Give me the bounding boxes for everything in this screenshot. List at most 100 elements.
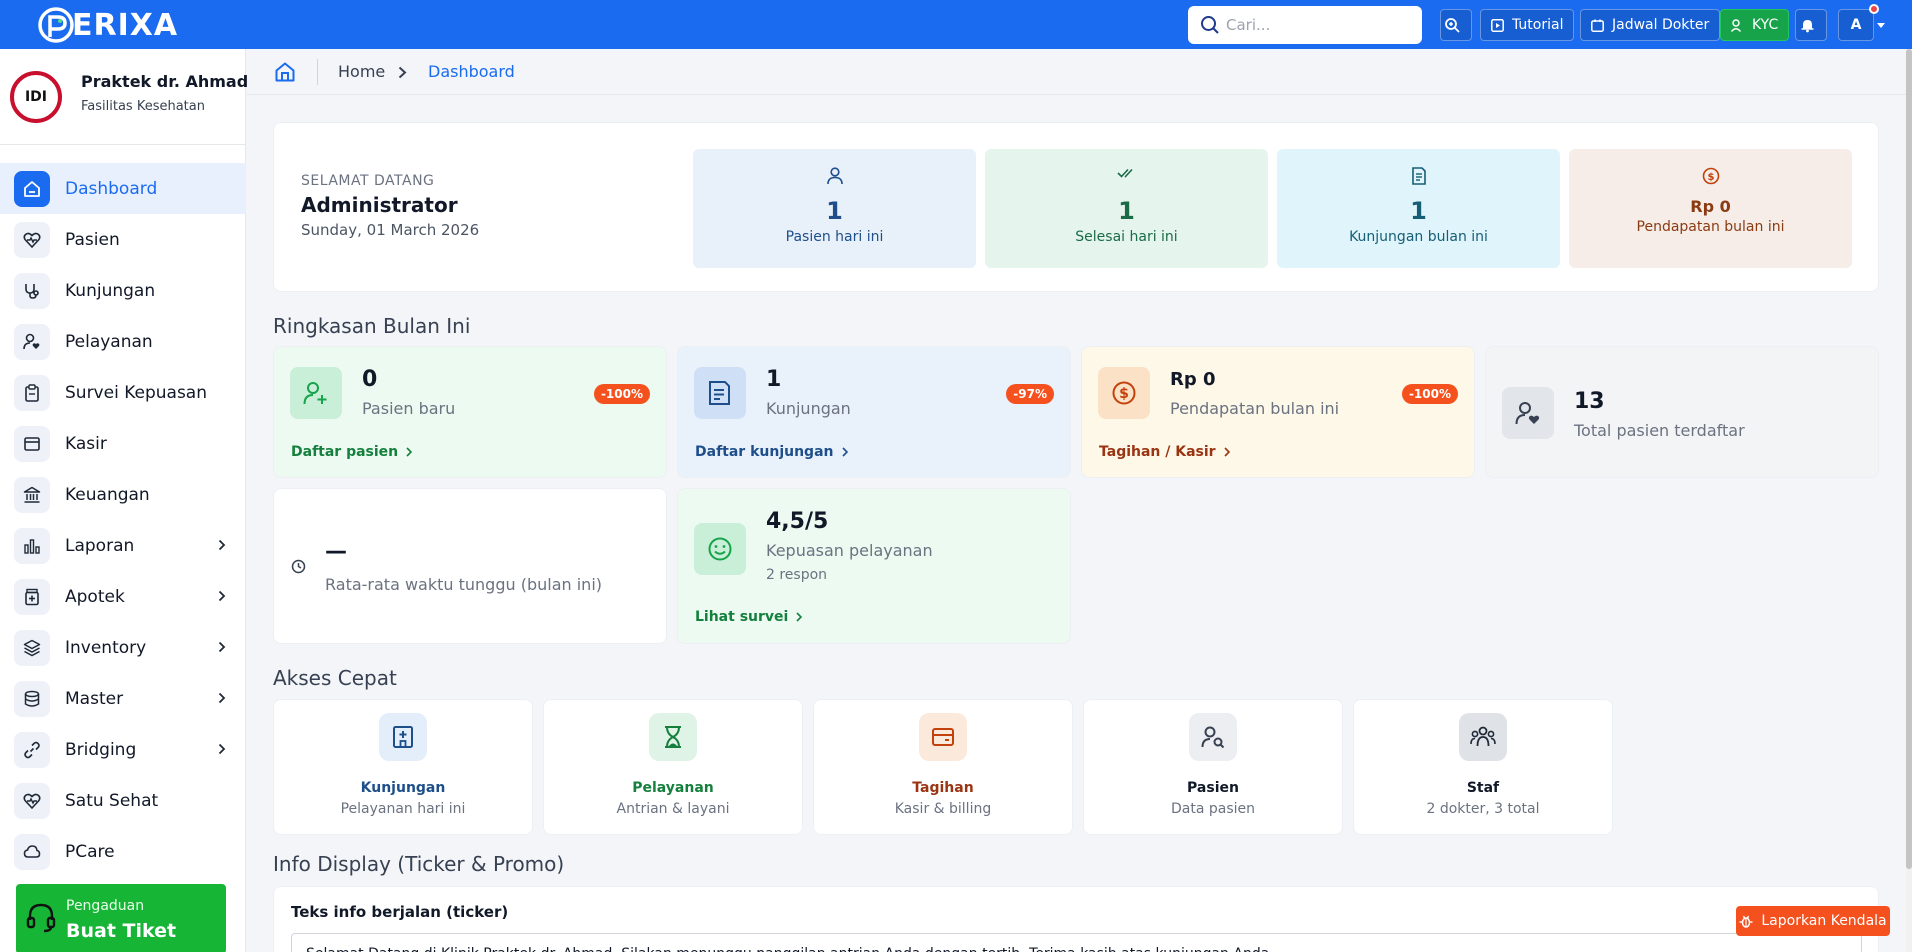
ticker-card: Teks info berjalan (ticker) Selamat Data… [273, 886, 1879, 952]
sidebar-item-label: Apotek [65, 586, 125, 607]
tutorial-button[interactable]: Tutorial [1480, 9, 1575, 41]
top-bar: ERIXA Tutorial Jadwal Dokter KYC A [0, 0, 1912, 49]
notifications-button[interactable] [1795, 9, 1827, 41]
search-box [1188, 6, 1422, 44]
user-heart-icon [23, 333, 40, 350]
kyc-button[interactable]: KYC [1720, 9, 1790, 41]
summary-label: Rata-rata waktu tunggu (bulan ini) [325, 575, 603, 594]
breadcrumb-current: Dashboard [428, 62, 515, 81]
calendar-icon [1591, 19, 1604, 32]
sidebar-item-keuangan[interactable]: Keuangan [0, 469, 246, 520]
user-avatar-button[interactable]: A [1838, 4, 1879, 41]
billing-link[interactable]: Tagihan / Kasir [1099, 444, 1230, 460]
stat-visits-month[interactable]: 1 Kunjungan bulan ini [1277, 149, 1560, 268]
notification-dot [1869, 4, 1879, 14]
sidebar-item-survei-kepuasan[interactable]: Survei Kepuasan [0, 367, 246, 418]
quick-access-patients[interactable]: Pasien Data pasien [1083, 699, 1343, 835]
sidebar-item-label: PCare [65, 841, 115, 862]
create-ticket-button[interactable]: Pengaduan Buat Tiket [16, 884, 226, 952]
clinic-type: Fasilitas Kesehatan [81, 99, 205, 114]
sidebar-item-apotek[interactable]: Apotek [0, 571, 246, 622]
ticker-text-input[interactable]: Selamat Datang di Klinik Praktek dr. Ahm… [291, 933, 1862, 952]
tutorial-label: Tutorial [1512, 17, 1564, 33]
logo-mark-icon [38, 7, 74, 43]
view-survey-link[interactable]: Lihat survei [695, 609, 803, 625]
change-badge: -100% [1401, 384, 1458, 404]
cash-register-icon [24, 437, 40, 451]
sidebar-item-inventory[interactable]: Inventory [0, 622, 246, 673]
clinic-header: IDI Praktek dr. Ahmad Fasilitas Kesehata… [0, 49, 249, 145]
summary-card-wait-time: — Rata-rata waktu tunggu (bulan ini) [273, 488, 667, 644]
document-icon [1411, 167, 1426, 185]
sidebar-item-label: Laporan [65, 535, 135, 556]
chevron-right-icon [406, 447, 413, 457]
info-display-section-title: Info Display (Ticker & Promo) [273, 852, 565, 876]
summary-value: — [325, 539, 347, 564]
sidebar-item-satu-sehat[interactable]: Satu Sehat [0, 775, 246, 826]
doctor-schedule-button[interactable]: Jadwal Dokter [1580, 9, 1721, 41]
home-icon[interactable] [274, 61, 296, 83]
clinic-logo: IDI [10, 71, 62, 123]
user-plus-icon [303, 382, 327, 405]
welcome-date: Sunday, 01 March 2026 [301, 221, 480, 239]
quick-access-title: Staf [1466, 780, 1500, 796]
patient-list-link[interactable]: Daftar pasien [291, 444, 413, 460]
zoom-button[interactable] [1440, 9, 1472, 41]
quick-access-sub: Data pasien [1170, 801, 1255, 817]
quick-access-section-title: Akses Cepat [273, 666, 397, 690]
quick-access-billing[interactable]: Tagihan Kasir & billing [813, 699, 1073, 835]
sidebar-item-kunjungan[interactable]: Kunjungan [0, 265, 246, 316]
sidebar-item-bridging[interactable]: Bridging [0, 724, 246, 775]
brand-logo[interactable]: ERIXA [38, 6, 178, 44]
stat-label: Kunjungan bulan ini [1349, 229, 1488, 245]
summary-value: 13 [1574, 389, 1605, 414]
scrollbar-thumb[interactable] [1906, 49, 1912, 869]
report-issue-button[interactable]: Laporkan Kendala [1736, 906, 1890, 936]
stat-patients-today[interactable]: 1 Pasien hari ini [693, 149, 976, 268]
database-icon [24, 690, 40, 707]
quick-access-staff[interactable]: Staf 2 dokter, 3 total [1353, 699, 1613, 835]
summary-card-visits: 1 Kunjungan -97% Daftar kunjungan [677, 346, 1071, 478]
sidebar-item-label: Bridging [65, 739, 137, 760]
stat-revenue-month[interactable]: $ Rp 0 Pendapatan bulan ini [1569, 149, 1852, 268]
sidebar-item-pelayanan[interactable]: Pelayanan [0, 316, 246, 367]
stat-completed-today[interactable]: 1 Selesai hari ini [985, 149, 1268, 268]
coin-icon: $ [1702, 167, 1719, 185]
user-heart-icon [1515, 402, 1540, 425]
stat-label: Pendapatan bulan ini [1636, 219, 1785, 235]
user-search-icon [1201, 726, 1225, 749]
chevron-down-icon[interactable] [1877, 23, 1885, 28]
headset-icon [26, 903, 56, 933]
summary-label: Kunjungan [766, 399, 851, 418]
change-badge: -100% [593, 384, 650, 404]
sidebar-item-pcare[interactable]: PCare [0, 826, 246, 877]
stat-label: Pasien hari ini [785, 229, 884, 245]
welcome-card: SELAMAT DATANG Administrator Sunday, 01 … [273, 122, 1879, 292]
sidebar-item-label: Keuangan [65, 484, 150, 505]
breadcrumb-divider [317, 59, 318, 85]
quick-access-visits[interactable]: Kunjungan Pelayanan hari ini [273, 699, 533, 835]
quick-access-sub: Pelayanan hari ini [340, 801, 466, 817]
search-input[interactable] [1226, 16, 1406, 34]
summary-card-satisfaction: 4,5/5 Kepuasan pelayanan 2 respon Lihat … [677, 488, 1071, 644]
sidebar-item-pasien[interactable]: Pasien [0, 214, 246, 265]
bar-chart-icon [24, 539, 40, 554]
medicine-icon [25, 588, 39, 606]
summary-label: Total pasien terdaftar [1574, 421, 1745, 440]
visit-list-link[interactable]: Daftar kunjungan [695, 444, 848, 460]
sidebar-item-kasir[interactable]: Kasir [0, 418, 246, 469]
clipboard-icon [25, 384, 39, 402]
stat-value: Rp 0 [1690, 197, 1731, 216]
quick-access-sub: Antrian & layani [616, 801, 730, 817]
sidebar-item-dashboard[interactable]: Dashboard [0, 163, 246, 214]
quick-access-services[interactable]: Pelayanan Antrian & layani [543, 699, 803, 835]
sidebar: IDI Praktek dr. Ahmad Fasilitas Kesehata… [0, 49, 249, 952]
sidebar-item-laporan[interactable]: Laporan [0, 520, 246, 571]
summary-card-total-patients: 13 Total pasien terdaftar [1485, 346, 1879, 478]
clinic-name: Praktek dr. Ahmad [81, 72, 249, 91]
wallet-icon [932, 728, 954, 746]
sidebar-item-master[interactable]: Master [0, 673, 246, 724]
welcome-greeting: SELAMAT DATANG [301, 173, 435, 189]
summary-label: Pendapatan bulan ini [1170, 399, 1340, 418]
breadcrumb-home-link[interactable]: Home [338, 62, 386, 81]
